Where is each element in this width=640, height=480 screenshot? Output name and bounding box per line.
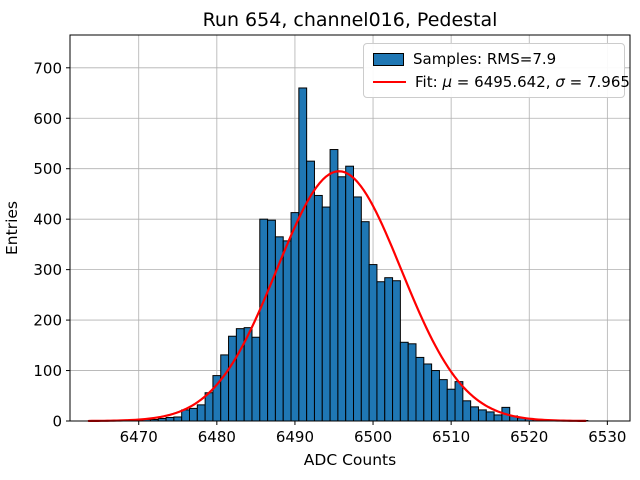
histogram-bar (438, 379, 448, 422)
histogram-bar (462, 400, 472, 422)
histogram-bar (423, 363, 433, 422)
histogram-bar (384, 277, 394, 422)
x-tick-label: 6500 (354, 428, 392, 446)
histogram-bar (415, 356, 425, 422)
histogram-bar (228, 335, 237, 422)
y-tick-label: 200 (33, 312, 62, 330)
histogram-bar (376, 281, 386, 422)
histogram-bar (431, 370, 440, 422)
histogram-bar (399, 341, 409, 422)
fit-line-swatch-icon (373, 80, 406, 84)
y-tick-label: 0 (52, 413, 62, 431)
histogram-bar (173, 416, 183, 422)
x-tick-label: 6520 (510, 428, 548, 446)
y-tick-label: 300 (33, 261, 62, 279)
gaussian-fit-curve (87, 170, 587, 423)
legend-fit-label: Fit: μ = 6495.642, σ = 7.965 (415, 73, 630, 91)
histogram-bar (360, 221, 370, 422)
y-tick-label: 600 (33, 110, 62, 128)
histogram-bar (235, 328, 245, 422)
legend: Samples: RMS=7.9 Fit: μ = 6495.642, σ = … (363, 43, 630, 98)
legend-fit-entry: Fit: μ = 6495.642, σ = 7.965 (373, 73, 630, 91)
x-tick-label: 6530 (588, 428, 626, 446)
histogram-bar (321, 206, 331, 422)
histogram-bar (345, 165, 355, 422)
legend-samples-label: Samples: RMS=7.9 (413, 50, 557, 68)
histogram-bar (259, 218, 269, 422)
histogram-bar (392, 280, 401, 422)
histogram-bar (220, 354, 230, 422)
histogram-bar (181, 409, 190, 422)
histogram-bar (165, 416, 175, 422)
x-axis-label: ADC Counts (304, 451, 396, 469)
x-tick-label: 6470 (120, 428, 158, 446)
histogram-bar (470, 406, 479, 422)
y-axis-label: Entries (3, 201, 21, 255)
histogram-bar (204, 392, 214, 422)
chart-title: Run 654, channel016, Pedestal (203, 9, 498, 31)
histogram-bar (282, 240, 292, 422)
y-tick-label: 400 (33, 211, 62, 229)
histogram-bar (196, 404, 206, 422)
histogram-bar (313, 194, 323, 422)
histogram-bar (188, 407, 198, 422)
y-tick-label: 700 (33, 59, 62, 77)
histogram-bar (329, 149, 339, 422)
histogram-bar (446, 388, 456, 422)
histogram-bars (103, 87, 589, 422)
plot-frame (69, 34, 631, 422)
x-tick-label: 6510 (432, 428, 470, 446)
axes-frame-and-ticks: 6470 6480 6490 6500 6510 6520 6530 0 100 200 300 40… (33, 34, 631, 446)
y-tick-label: 500 (33, 160, 62, 178)
histogram-bar (267, 219, 276, 422)
histogram-bar (493, 414, 503, 422)
x-tick-label: 6490 (276, 428, 314, 446)
histogram-bar (251, 336, 261, 422)
histogram-bar (407, 343, 417, 422)
histogram-bar (353, 196, 362, 422)
histogram-bar (290, 212, 300, 422)
legend-samples-entry: Samples: RMS=7.9 (373, 50, 616, 68)
y-tick-label: 100 (33, 362, 62, 380)
histogram-bar (337, 176, 347, 422)
histogram-bar (298, 87, 308, 422)
histogram-bar (477, 409, 487, 422)
histogram-bar (368, 264, 378, 422)
x-tick-label: 6480 (198, 428, 236, 446)
histogram-bar (454, 381, 464, 422)
samples-swatch-icon (373, 52, 404, 66)
histogram-bar (485, 411, 495, 422)
